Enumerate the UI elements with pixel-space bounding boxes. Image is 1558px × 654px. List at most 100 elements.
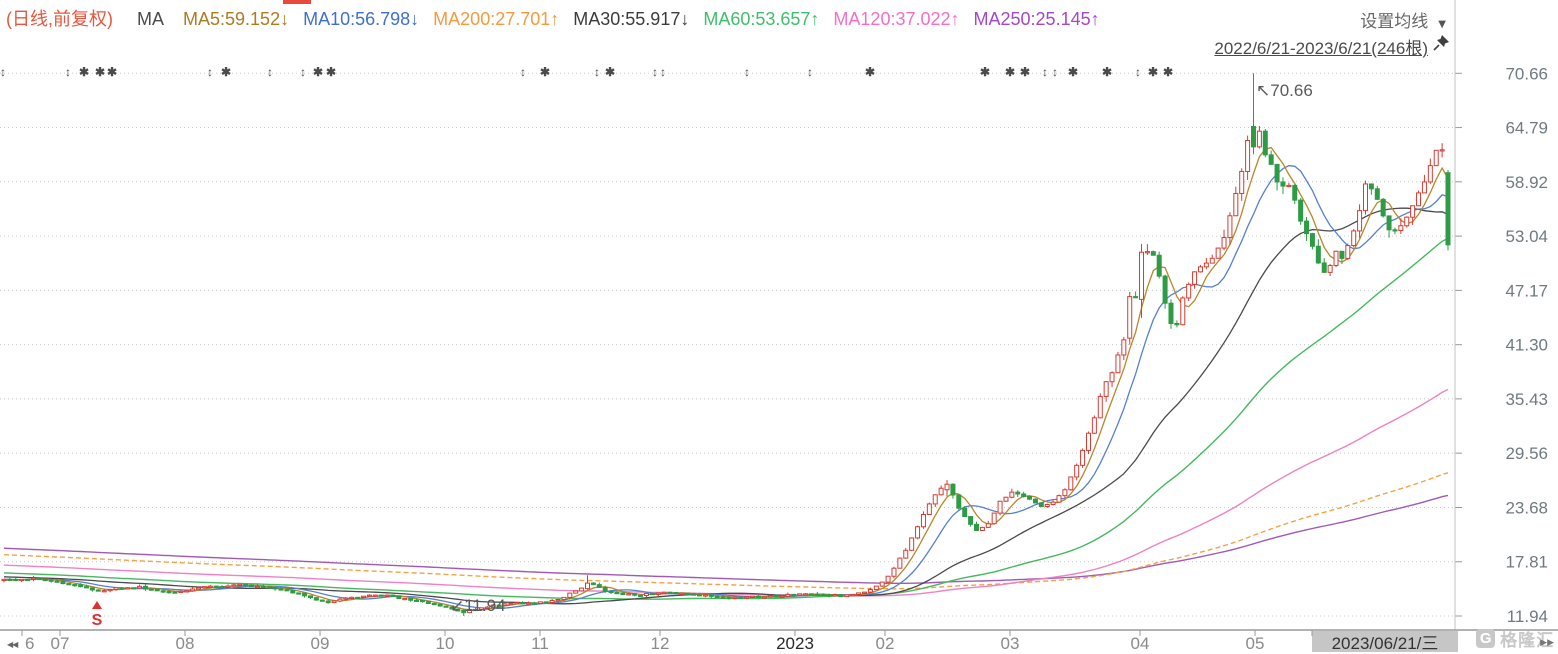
- candle-body[interactable]: [649, 592, 655, 596]
- candle-body[interactable]: [496, 604, 502, 607]
- candle-body[interactable]: [520, 602, 526, 605]
- candle-body[interactable]: [1062, 489, 1068, 497]
- candle-body[interactable]: [968, 516, 974, 525]
- candle-body[interactable]: [36, 577, 42, 580]
- candle-body[interactable]: [19, 578, 25, 582]
- candle-body[interactable]: [1309, 233, 1315, 247]
- candle-body[interactable]: [938, 487, 944, 496]
- candle-body[interactable]: [543, 601, 549, 604]
- candle-body[interactable]: [596, 584, 602, 588]
- candle-body[interactable]: [1227, 215, 1233, 239]
- candle-body[interactable]: [48, 579, 54, 582]
- event-star-icon[interactable]: ✱: [326, 65, 336, 79]
- event-star-icon[interactable]: ✱: [1102, 65, 1112, 79]
- candle-body[interactable]: [107, 588, 113, 592]
- candle-body[interactable]: [325, 600, 331, 604]
- candle-body[interactable]: [856, 592, 862, 595]
- candle-body[interactable]: [195, 587, 201, 590]
- candle-body[interactable]: [1221, 237, 1227, 249]
- date-range-link[interactable]: 2022/6/21-2023/6/21(246根): [1214, 39, 1428, 58]
- candle-body[interactable]: [307, 595, 313, 599]
- candle-body[interactable]: [349, 596, 355, 600]
- event-arrow-icon[interactable]: ↕: [520, 65, 526, 79]
- candle-body[interactable]: [1268, 154, 1274, 165]
- candle-body[interactable]: [850, 593, 856, 597]
- candle-body[interactable]: [1109, 372, 1115, 383]
- candle-body[interactable]: [726, 596, 732, 599]
- event-star-icon[interactable]: ✱: [980, 65, 990, 79]
- candle-body[interactable]: [502, 603, 508, 606]
- candle-body[interactable]: [1233, 192, 1239, 217]
- candle-body[interactable]: [1433, 149, 1439, 167]
- candle-body[interactable]: [154, 588, 160, 592]
- candle-body[interactable]: [331, 600, 337, 604]
- candle-body[interactable]: [885, 575, 891, 583]
- candle-body[interactable]: [602, 586, 608, 592]
- event-star-icon[interactable]: ✱: [95, 65, 105, 79]
- candle-body[interactable]: [997, 500, 1003, 514]
- candle-body[interactable]: [231, 584, 237, 587]
- candle-body[interactable]: [66, 583, 72, 586]
- candle-body[interactable]: [573, 590, 579, 594]
- candle-body[interactable]: [685, 592, 691, 595]
- candle-body[interactable]: [419, 599, 425, 603]
- candle-body[interactable]: [1009, 491, 1015, 498]
- candle-body[interactable]: [1056, 495, 1062, 503]
- candle-body[interactable]: [319, 599, 325, 602]
- candle-body[interactable]: [249, 584, 255, 588]
- candle-body[interactable]: [1304, 220, 1310, 235]
- candle-body[interactable]: [296, 592, 302, 595]
- candle-body[interactable]: [956, 494, 962, 509]
- candle-body[interactable]: [814, 593, 820, 596]
- candle-body[interactable]: [738, 596, 744, 599]
- candle-body[interactable]: [467, 608, 473, 614]
- candle-body[interactable]: [1339, 250, 1345, 259]
- candle-body[interactable]: [1044, 503, 1050, 508]
- candle-body[interactable]: [402, 597, 408, 601]
- candle-body[interactable]: [915, 526, 921, 539]
- candle-body[interactable]: [243, 583, 249, 586]
- candle-body[interactable]: [266, 586, 272, 589]
- candle-body[interactable]: [290, 589, 296, 594]
- candle-body[interactable]: [1298, 199, 1304, 222]
- candle-body[interactable]: [838, 594, 844, 598]
- candle-body[interactable]: [478, 607, 484, 610]
- event-star-icon[interactable]: ✱: [605, 65, 615, 79]
- candle-body[interactable]: [1121, 339, 1127, 356]
- candle-body[interactable]: [985, 523, 991, 528]
- candle-body[interactable]: [148, 588, 154, 591]
- candle-body[interactable]: [125, 587, 131, 590]
- scroll-left-icon[interactable]: ◀◀: [7, 640, 20, 649]
- candle-body[interactable]: [932, 494, 938, 505]
- candle-body[interactable]: [89, 587, 95, 591]
- candle-body[interactable]: [1080, 449, 1086, 466]
- candle-body[interactable]: [84, 586, 90, 589]
- candle-body[interactable]: [873, 585, 879, 591]
- candle-body[interactable]: [337, 598, 343, 602]
- candle-body[interactable]: [714, 595, 720, 599]
- candle-body[interactable]: [30, 577, 36, 580]
- trade-marker-sell[interactable]: S: [92, 601, 103, 629]
- candle-body[interactable]: [944, 483, 950, 491]
- candle-body[interactable]: [537, 601, 543, 604]
- candle-body[interactable]: [72, 584, 78, 587]
- candle-body[interactable]: [313, 597, 319, 601]
- candle-body[interactable]: [962, 507, 968, 518]
- candle-body[interactable]: [473, 608, 479, 612]
- candle-body[interactable]: [808, 593, 814, 596]
- candle-body[interactable]: [437, 603, 443, 607]
- candle-body[interactable]: [991, 512, 997, 525]
- candle-body[interactable]: [449, 606, 455, 610]
- candle-body[interactable]: [201, 586, 207, 589]
- candle-body[interactable]: [1315, 245, 1321, 264]
- candle-body[interactable]: [1197, 266, 1203, 273]
- candle-body[interactable]: [755, 595, 761, 598]
- event-arrow-icon[interactable]: ↕: [594, 65, 600, 79]
- candle-body[interactable]: [561, 596, 567, 600]
- candle-body[interactable]: [1351, 230, 1357, 247]
- candle-body[interactable]: [484, 606, 490, 609]
- candle-body[interactable]: [820, 593, 826, 597]
- candle-body[interactable]: [1398, 225, 1404, 232]
- candle-body[interactable]: [691, 593, 697, 596]
